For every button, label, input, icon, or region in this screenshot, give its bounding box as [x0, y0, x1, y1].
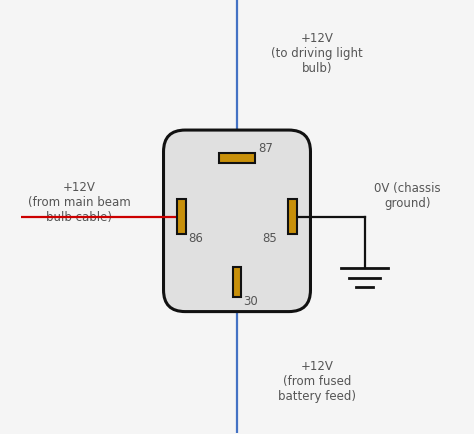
Text: +12V
(from main beam
bulb cable): +12V (from main beam bulb cable) — [28, 181, 131, 224]
Bar — [233, 267, 241, 298]
Text: +12V
(to driving light
bulb): +12V (to driving light bulb) — [271, 32, 363, 75]
Text: 85: 85 — [262, 231, 277, 244]
Bar — [177, 200, 186, 234]
Text: +12V
(from fused
battery feed): +12V (from fused battery feed) — [278, 359, 356, 402]
Bar — [219, 154, 255, 164]
Text: 87: 87 — [259, 141, 273, 155]
FancyBboxPatch shape — [164, 131, 310, 312]
Bar — [288, 200, 297, 234]
Text: 86: 86 — [188, 231, 203, 244]
Text: 0V (chassis
ground): 0V (chassis ground) — [374, 181, 441, 210]
Text: 30: 30 — [244, 294, 258, 307]
